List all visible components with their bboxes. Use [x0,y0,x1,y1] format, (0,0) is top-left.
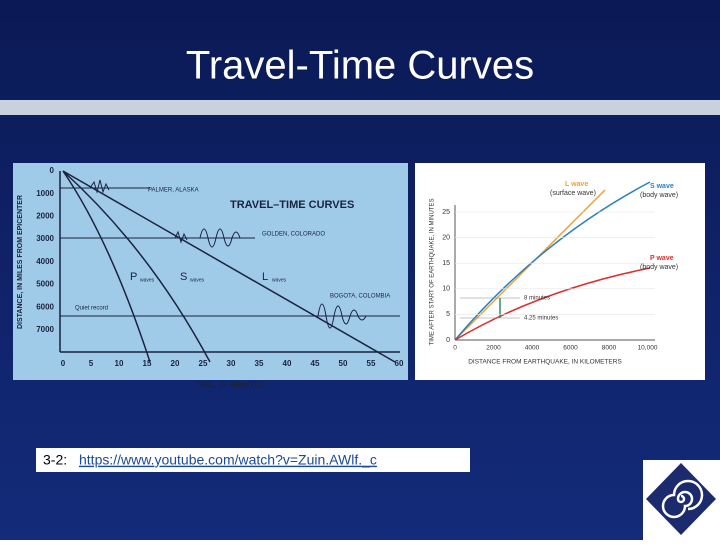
x-tick-label: 40 [283,359,292,368]
x-tick-label: 6000 [563,345,578,352]
wave-word: waves [272,277,287,283]
y-tick-label: 5000 [36,280,54,289]
legend-note: (body wave) [640,264,678,271]
legend-note: (body wave) [640,192,678,199]
p-curve [62,170,151,363]
quiet-label: Quiet record [75,306,108,312]
logo [643,460,720,540]
x-tick-label: 20 [171,359,180,368]
x-label: DISTANCE FROM EARTHQUAKE, IN KILOMETERS [468,359,622,366]
trace [317,303,367,329]
y-tick-label: 15 [442,260,450,267]
title-band [0,100,720,115]
wave-letter: L [262,271,268,283]
y-tick-label: 6000 [36,302,54,311]
annotation: 4.25 minutes [524,316,558,322]
logo-diamond [646,463,716,535]
x-tick-label: 25 [199,359,208,368]
x-tick-label: 35 [255,359,264,368]
figure-bg [13,163,408,380]
wave-letter: P [130,271,137,283]
x-tick-label: 45 [311,359,320,368]
x-tick-label: 0 [453,345,457,352]
x-tick-label: 60 [395,359,404,368]
wave-letter: S [180,271,187,283]
trace [174,228,241,248]
slide-title: Travel-Time Curves [186,44,534,88]
trace [89,179,110,194]
figure-title: TRAVEL–TIME CURVES [230,199,354,211]
y-label: DISTANCE, IN MILES FROM EPICENTER [17,195,24,329]
legend-name: S wave [650,183,674,190]
l-curve [62,170,396,363]
legend-note: (surface wave) [550,190,596,197]
x-label: TIME, IN MINUTES [195,380,265,389]
x-tick-label: 30 [227,359,236,368]
x-tick-label: 4000 [525,345,540,352]
x-tick-label: 55 [367,359,376,368]
wave-word: waves [140,277,155,283]
wave-word: waves [190,277,205,283]
logo-spiral [661,479,704,519]
x-tick-label: 10,000 [638,345,658,352]
x-tick-label: 5 [89,359,94,368]
caption-link[interactable]: https://www.youtube.com/watch?v=Zuin.AWl… [79,452,377,468]
y-tick-label: 7000 [36,325,54,334]
left-figure: TRAVEL–TIME CURVES DISTANCE, IN MILES FR… [13,163,408,389]
station: GOLDEN, COLORADO [262,232,325,238]
x-tick-label: 2000 [486,345,501,352]
y-tick-label: 25 [442,209,450,216]
y-tick-label: 4000 [36,257,54,266]
y-tick-label: 20 [442,234,450,241]
x-tick-label: 8000 [602,345,617,352]
x-tick-label: 15 [143,359,152,368]
s-curve [62,170,211,363]
x-tick-label: 50 [339,359,348,368]
y-tick-label: 0 [50,166,55,175]
x-tick-label: 0 [61,359,66,368]
y-tick-label: 10 [442,286,450,293]
legend-name: L wave [565,181,588,188]
legend-name: P wave [650,255,674,262]
y-label: TIME AFTER START OF EARTHQUAKE, IN MINUT… [430,199,436,346]
p-curve [454,267,651,341]
figure-bg [415,163,705,380]
y-tick-label: 2000 [36,212,54,221]
y-tick-label: 5 [446,311,450,318]
x-tick-label: 10 [115,359,124,368]
s-curve [454,181,651,341]
y-tick-label: 3000 [36,234,54,243]
annotation: 8 minutes [524,296,550,302]
station: PALMER, ALASKA [148,188,199,194]
y-tick-label: 1000 [36,189,54,198]
caption-box [36,448,470,472]
caption-prefix: 3-2: [43,452,67,468]
right-figure: TIME AFTER START OF EARTHQUAKE, IN MINUT… [415,163,705,380]
station: BOGOTA, COLOMBIA [330,294,390,300]
y-tick-label: 0 [446,337,450,344]
